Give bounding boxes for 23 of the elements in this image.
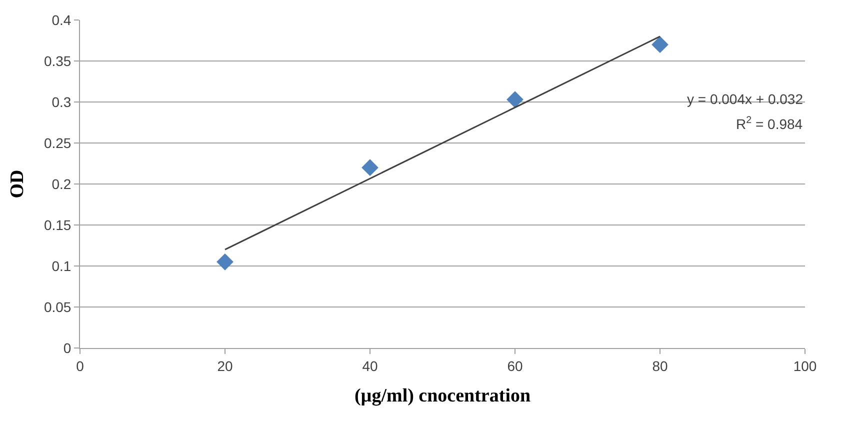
x-tick-label: 40 bbox=[362, 358, 378, 374]
point bbox=[362, 159, 378, 176]
x-tick-label: 100 bbox=[793, 358, 817, 374]
y-tick-label: 0.3 bbox=[52, 94, 72, 110]
point bbox=[216, 253, 234, 270]
y-tick-label: 0.4 bbox=[52, 12, 72, 28]
annotation: R$^{2}$ = 0.984 bbox=[736, 115, 803, 132]
y-tick-label: 0.35 bbox=[44, 52, 72, 69]
y-tick-label: 0.15 bbox=[44, 216, 72, 233]
y-tick-label: 0 bbox=[63, 340, 72, 356]
y-tick-label: 0.2 bbox=[52, 176, 72, 192]
annotation: y = 0.004x + 0.032 bbox=[687, 91, 804, 107]
y-axis-title: OD bbox=[6, 170, 28, 198]
point bbox=[652, 36, 668, 54]
x-tick-label: 0 bbox=[76, 358, 84, 374]
x-axis-title: (µg/ml) cnocentration bbox=[354, 386, 531, 407]
y-tick-label: 0.1 bbox=[52, 258, 72, 274]
y-tick-label: 0.25 bbox=[44, 134, 72, 151]
x-tick-label: 20 bbox=[217, 358, 233, 374]
x-tick-label: 80 bbox=[652, 358, 668, 374]
point bbox=[506, 91, 524, 108]
x-tick-label: 60 bbox=[507, 358, 523, 374]
y-tick-label: 0.05 bbox=[44, 298, 72, 315]
